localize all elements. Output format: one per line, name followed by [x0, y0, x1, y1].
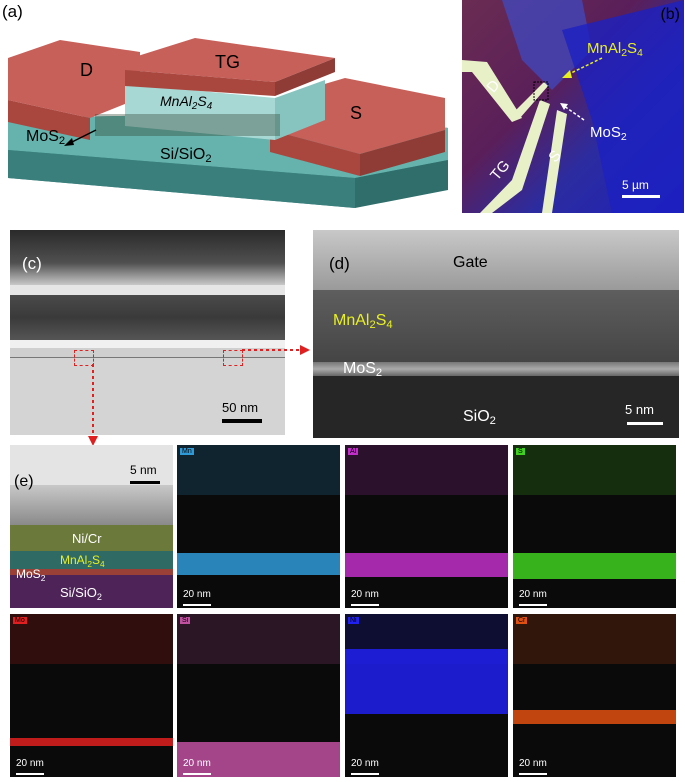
eds-signal-band	[513, 553, 676, 579]
eds-signal-band	[177, 553, 340, 575]
eds-scale-text: 20 nm	[16, 758, 44, 769]
mos2-lattice	[95, 114, 280, 136]
optical-mos2-label: MoS2	[590, 124, 627, 143]
panel-c-label: (c)	[22, 254, 42, 273]
drain-label: D	[80, 60, 93, 80]
eds-scale-text: 20 nm	[351, 758, 379, 769]
hrtem-mos2-label: MoS2	[343, 360, 383, 379]
eds-map-cr: Cr 20 nm	[513, 614, 676, 777]
eds-map-mo: Mo 20 nm	[10, 614, 173, 777]
substrate-label: Si/SiO2	[160, 146, 212, 165]
eds-signal-band	[345, 649, 508, 714]
eds-signal-band	[10, 738, 173, 746]
optical-scale-text: 5 µm	[622, 178, 649, 192]
zoom-box-left	[74, 350, 94, 366]
device-schematic	[8, 38, 448, 208]
panel-e-stem: (e) 5 nm Ni/Cr MnAl2S4 MoS2 Si/SiO2	[10, 445, 173, 608]
panel-c: (c) 50 nm	[10, 230, 285, 435]
eds-map-mn: Mn 20 nm	[177, 445, 340, 608]
hrtem-mnals-label: MnAl2S4	[333, 312, 393, 331]
eds-scale-text: 20 nm	[519, 589, 547, 600]
eds-map-ni: Ni 20 nm	[345, 614, 508, 777]
eds-scale-bar	[16, 773, 44, 775]
eds-element-tag: Cr	[516, 617, 528, 624]
panel-d: (d) Gate MnAl2S4 MoS2 SiO2 5 nm	[313, 230, 679, 438]
optical-image	[462, 0, 684, 213]
zoom-box-right	[223, 350, 243, 366]
top-gate-top	[125, 38, 335, 82]
hrtem-scale-text: 5 nm	[625, 402, 654, 417]
eds-scale-bar	[519, 773, 547, 775]
panel-b: (b) D TG S MnAl2S4 MoS2 5 µm	[462, 0, 684, 213]
eds-map-s: S 20 nm	[513, 445, 676, 608]
eds-element-tag: Ni	[348, 617, 359, 624]
drain-top	[8, 40, 140, 118]
eds-scale-bar	[183, 604, 211, 606]
stem-scale-bar	[130, 481, 160, 484]
hrtem-gate-label: Gate	[453, 254, 488, 271]
mnals-front	[125, 84, 275, 140]
eds-scale-text: 20 nm	[351, 589, 379, 600]
eds-scale-bar	[351, 773, 379, 775]
stem-nicr-label: Ni/Cr	[72, 531, 102, 546]
mos2-arrow	[64, 129, 97, 146]
eds-scale-text: 20 nm	[519, 758, 547, 769]
stem-mnals-label: MnAl2S4	[60, 553, 105, 569]
eds-map-al: Al 20 nm	[345, 445, 508, 608]
panel-d-label: (d)	[329, 254, 350, 273]
eds-element-tag: Mo	[13, 617, 27, 624]
eds-element-tag: Mn	[180, 448, 194, 455]
eds-element-tag: Al	[348, 448, 359, 455]
panel-b-label: (b)	[660, 6, 680, 23]
eds-scale-bar	[183, 773, 211, 775]
eds-element-tag: Si	[180, 617, 191, 624]
eds-element-tag: S	[516, 448, 525, 455]
eds-scale-text: 20 nm	[183, 758, 211, 769]
stem-scale-text: 5 nm	[130, 463, 157, 477]
panel-a: (a) D TG S MnAl2S4 MoS2 Si/SiO2	[0, 0, 455, 215]
hrtem-scale-bar	[627, 422, 663, 425]
eds-scale-text: 20 nm	[183, 589, 211, 600]
gate-dielectric-label: MnAl2S4	[160, 93, 213, 112]
mos2-label: MoS2	[26, 128, 66, 147]
stem-sisio2-label: Si/SiO2	[60, 585, 102, 602]
eds-signal-band	[345, 553, 508, 577]
eds-scale-bar	[351, 604, 379, 606]
panel-a-label: (a)	[2, 2, 23, 21]
source-label: S	[350, 103, 363, 123]
optical-mnals-label: MnAl2S4	[587, 40, 643, 59]
top-gate-label: TG	[215, 52, 240, 72]
stem-mos2-label: MoS2	[16, 567, 46, 583]
panel-e-label: (e)	[14, 473, 34, 490]
eds-map-si: Si 20 nm	[177, 614, 340, 777]
eds-signal-band	[177, 742, 340, 777]
eds-signal-band	[513, 710, 676, 724]
hrtem-sio2-label: SiO2	[463, 408, 496, 427]
tem-scale-text: 50 nm	[222, 400, 259, 415]
eds-scale-bar	[519, 604, 547, 606]
tem-scale-bar	[222, 419, 262, 423]
